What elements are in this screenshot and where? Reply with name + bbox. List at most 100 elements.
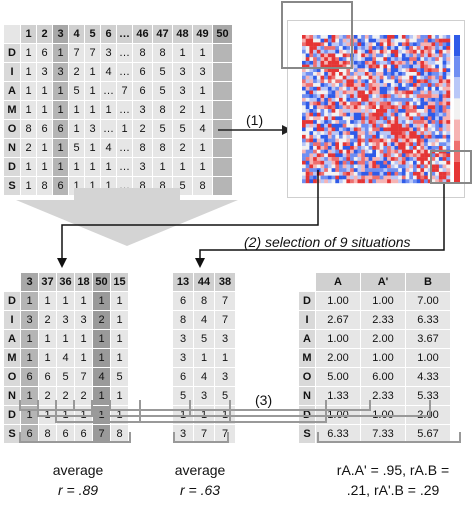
heatmap-cell (309, 157, 314, 161)
heatmap-cell (350, 164, 354, 169)
heatmap-cell (364, 86, 369, 91)
top-table-cell: 3 (172, 81, 193, 101)
heatmap-cell (320, 179, 325, 184)
heatmap-cell (442, 120, 447, 124)
heatmap-cell (309, 134, 314, 139)
heatmap-cell (420, 164, 425, 169)
heatmap-cell (361, 123, 366, 128)
heatmap-cell (342, 109, 347, 113)
heatmap-cell (424, 109, 428, 113)
heatmap-cell (416, 112, 421, 117)
heatmap-cell (309, 160, 314, 165)
heatmap-cell (401, 90, 406, 95)
heatmap-cell (339, 53, 343, 58)
heatmap-cell (383, 171, 388, 176)
heatmap-cell (342, 127, 347, 132)
heatmap-cell (305, 142, 310, 147)
heatmap-cell (394, 120, 399, 124)
heatmap-cell (420, 160, 425, 165)
heatmap-cell (361, 138, 366, 143)
heatmap-cell (372, 53, 377, 58)
heatmap-cell (320, 134, 325, 139)
heatmap-cell (390, 134, 395, 139)
heatmap-cell (401, 46, 406, 50)
heatmap-cell (302, 42, 306, 47)
heatmap-cell (401, 64, 406, 69)
top-table-cell: 4 (100, 138, 117, 158)
heatmap-cell (320, 64, 325, 69)
top-table-cell: 8 (152, 100, 173, 120)
heatmap-cell (401, 146, 406, 150)
heatmap-cell (339, 64, 343, 69)
heatmap-cell (394, 42, 399, 47)
heatmap-cell (309, 53, 314, 58)
heatmap-cell (435, 131, 440, 136)
heatmap-cell (390, 116, 395, 121)
heatmap-cell (416, 109, 421, 113)
heatmap-cell (431, 153, 436, 158)
heatmap-cell (390, 105, 395, 110)
heatmap-cell (368, 131, 373, 136)
summary-a: average r = .89 (28, 460, 128, 500)
heatmap-cell (309, 109, 314, 113)
heatmap-cell (320, 160, 325, 165)
heatmap-cell (409, 68, 414, 73)
heatmap-cell (413, 112, 417, 117)
heatmap-cell (302, 175, 306, 180)
heatmap-cell (364, 123, 369, 128)
heatmap-cell (394, 97, 399, 102)
heatmap-cell (420, 90, 425, 95)
table_c-cell: 2.00 (360, 329, 406, 349)
heatmap-cell (364, 138, 369, 143)
heatmap-cell (442, 90, 447, 95)
table_c-header-row: A A' B (298, 272, 451, 292)
heatmap-colorbar-segment (454, 161, 460, 183)
heatmap-cell (420, 179, 425, 184)
heatmap-cell (424, 46, 428, 50)
heatmap-cell (387, 138, 391, 143)
heatmap-cell (401, 164, 406, 169)
heatmap-cell (409, 57, 414, 62)
heatmap-cell (390, 138, 395, 143)
heatmap-cell (427, 64, 432, 69)
heatmap-cell (427, 68, 432, 73)
heatmap-cell (320, 146, 325, 150)
heatmap-cell (368, 64, 373, 69)
top-table-cell: 1 (20, 62, 37, 82)
heatmap-cell (368, 35, 373, 39)
heatmap-cell (379, 116, 384, 121)
heatmap-cell (398, 127, 403, 132)
heatmap-cell (387, 131, 391, 136)
heatmap-cell (442, 127, 447, 132)
heatmap-cell (305, 134, 310, 139)
heatmap-cell (316, 57, 321, 62)
heatmap-cell (368, 75, 373, 80)
heatmap-cell (420, 83, 425, 87)
heatmap-cell (361, 35, 366, 39)
heatmap-cell (390, 57, 395, 62)
heatmap-cell (372, 146, 377, 150)
heatmap-cell (361, 131, 366, 136)
top-table-cell: 5 (172, 119, 193, 139)
heatmap-cell (364, 64, 369, 69)
heatmap-cell (394, 60, 399, 65)
heatmap-cell (390, 86, 395, 91)
heatmap-cell (401, 42, 406, 47)
heatmap-cell (424, 86, 428, 91)
table_c-row: S 6.33 7.33 5.67 (298, 424, 451, 444)
heatmap-cell (320, 149, 325, 154)
heatmap-cell (413, 153, 417, 158)
heatmap-cell (394, 168, 399, 173)
heatmap-cell (413, 101, 417, 106)
heatmap-cell (379, 94, 384, 99)
heatmap-cell (346, 105, 351, 110)
heatmap-cell (339, 146, 343, 150)
heatmap-cell (376, 75, 380, 80)
heatmap-cell (339, 164, 343, 169)
heatmap-cell (331, 90, 336, 95)
heatmap-cell (350, 101, 354, 106)
heatmap-cell (327, 38, 332, 43)
top-table-cell: 2 (20, 138, 37, 158)
heatmap-cell (438, 168, 443, 173)
heatmap-cell (390, 142, 395, 147)
